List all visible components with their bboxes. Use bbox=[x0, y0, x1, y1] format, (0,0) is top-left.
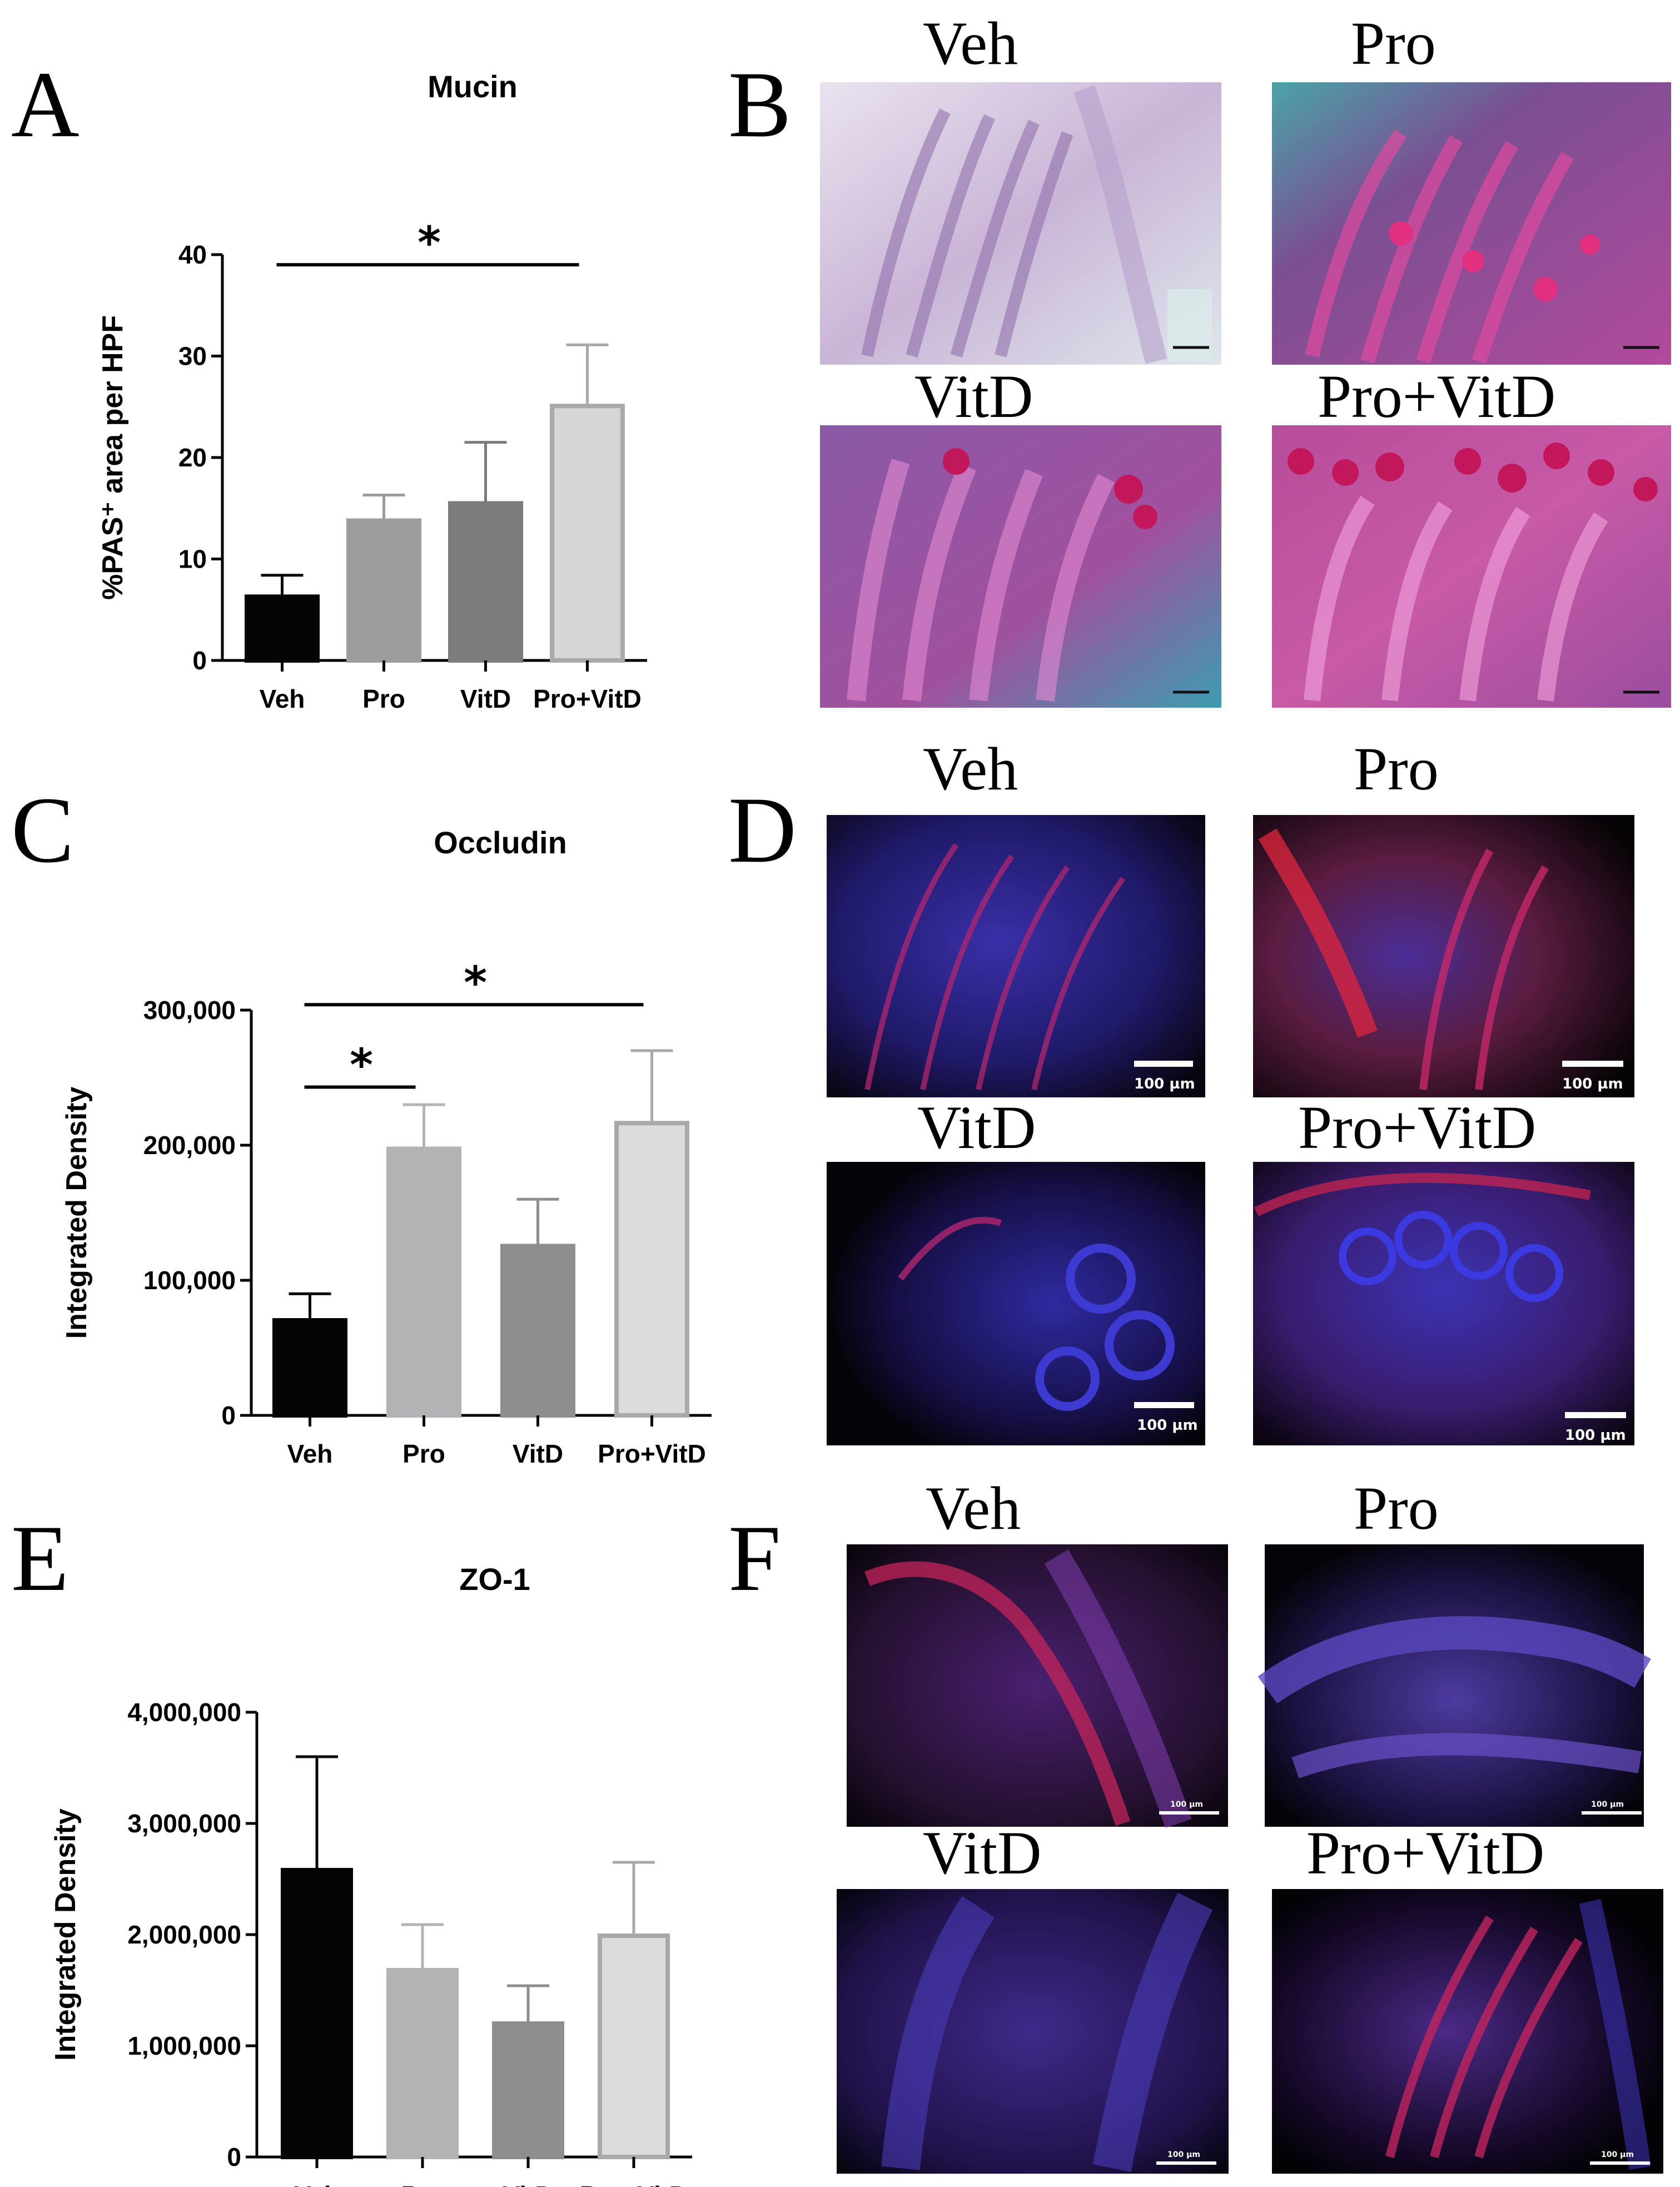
significance-star: * bbox=[417, 217, 441, 269]
panel-d-label-veh: Veh bbox=[923, 735, 1018, 803]
if-zo1-pro: 100 µm bbox=[1257, 1544, 1651, 1827]
if-occludin-pro: 100 µm bbox=[1253, 815, 1634, 1097]
bar bbox=[281, 1868, 353, 2159]
y-tick-label: 100,000 bbox=[143, 1266, 236, 1295]
x-tick-label: VitD bbox=[460, 684, 511, 713]
y-tick-label: 30 bbox=[178, 342, 207, 371]
x-tick-label: Pro+VitD bbox=[533, 684, 642, 713]
x-tick-label: Pro bbox=[402, 1439, 445, 1468]
panel-letter-e: E bbox=[11, 1506, 69, 1611]
if-occludin-provitd: 100 µm bbox=[1253, 1162, 1634, 1445]
y-axis-label: Integrated Density bbox=[49, 1808, 82, 2061]
y-tick-label: 20 bbox=[178, 443, 207, 472]
occludin-bar-chart: Occludin 0 100,000 200,000 300,000 Integrated… bbox=[61, 825, 712, 1468]
y-tick-label: 300,000 bbox=[143, 996, 236, 1025]
bar bbox=[245, 594, 320, 663]
panel-d-images: Veh Pro VitD Pro+VitD 100 µm 100 µm 100 … bbox=[827, 735, 1634, 1445]
panel-b-label-vitd: VitD bbox=[914, 362, 1033, 430]
bar bbox=[346, 518, 421, 663]
scale-bar-label: 100 µm bbox=[1167, 2150, 1200, 2159]
pas-image-pro bbox=[1272, 82, 1671, 365]
bar bbox=[272, 1318, 347, 1418]
x-tick-label: Pro+VitD bbox=[598, 1439, 706, 1468]
panel-d-label-pro: Pro bbox=[1354, 735, 1439, 803]
y-tick-label: 10 bbox=[178, 545, 207, 574]
significance-star: * bbox=[464, 957, 487, 1008]
panel-b-images: Veh Pro VitD Pro+VitD bbox=[820, 9, 1671, 708]
y-tick-label: 0 bbox=[227, 2143, 241, 2171]
y-tick-label: 0 bbox=[192, 646, 207, 675]
bar bbox=[500, 1244, 575, 1418]
if-zo1-vitd: 100 µm bbox=[837, 1889, 1229, 2174]
mucin-bar-chart: Mucin 0 10 20 30 40 %PAS⁺ area per HPF Veh Pro Vi… bbox=[97, 69, 647, 713]
bar bbox=[386, 1146, 461, 1418]
bar bbox=[492, 2021, 564, 2159]
x-tick-label: Veh bbox=[287, 1439, 333, 1468]
scale-bar-label: 100 µm bbox=[1565, 1427, 1626, 1444]
y-tick-label: 40 bbox=[178, 240, 207, 269]
panel-f-images: Veh Pro VitD Pro+VitD 100 µm 100 µm 100 … bbox=[837, 1474, 1663, 2174]
panel-letter-c: C bbox=[11, 778, 74, 882]
scale-bar-label: 100 µm bbox=[1601, 2150, 1634, 2159]
scale-bar-label: 100 µm bbox=[1591, 1800, 1624, 1809]
panel-letter-d: D bbox=[728, 778, 797, 882]
chart-title: Mucin bbox=[428, 69, 518, 104]
bar bbox=[386, 1968, 459, 2159]
x-tick-label: Pro bbox=[362, 684, 405, 713]
x-tick-label: VitD bbox=[513, 1439, 563, 1468]
y-tick-label: 1,000,000 bbox=[127, 2031, 241, 2060]
if-zo1-veh: 100 µm bbox=[847, 1544, 1228, 1828]
x-tick-label: Veh bbox=[294, 2181, 340, 2187]
panel-f-label-pro: Pro bbox=[1354, 1474, 1439, 1542]
y-tick-label: 0 bbox=[221, 1401, 236, 1430]
panel-d-label-provitd: Pro+VitD bbox=[1298, 1094, 1536, 1161]
panel-b-label-provitd: Pro+VitD bbox=[1318, 362, 1555, 430]
panel-letter-a: A bbox=[11, 52, 79, 157]
bar bbox=[448, 501, 523, 663]
scale-bar-label: 100 µm bbox=[1562, 1076, 1623, 1092]
bar bbox=[614, 1121, 689, 1418]
bar bbox=[598, 1933, 670, 2159]
y-axis-label: %PAS⁺ area per HPF bbox=[97, 315, 129, 600]
scale-bar-label: 100 µm bbox=[1134, 1076, 1195, 1092]
zo1-bar-chart: ZO-1 0 1,000,000 2,000,000 3,000,000 4,000,00… bbox=[49, 1562, 692, 2187]
scale-bar-label: 100 µm bbox=[1137, 1417, 1198, 1434]
panel-letter-b: B bbox=[728, 52, 791, 157]
panel-b-label-veh: Veh bbox=[923, 9, 1018, 77]
panel-f-label-provitd: Pro+VitD bbox=[1306, 1819, 1544, 1887]
panel-d-label-vitd: VitD bbox=[917, 1094, 1036, 1161]
scale-bar-label: 100 µm bbox=[1170, 1800, 1203, 1809]
panel-f-label-veh: Veh bbox=[926, 1474, 1021, 1542]
y-tick-label: 2,000,000 bbox=[127, 1920, 241, 1949]
if-occludin-vitd: 100 µm bbox=[827, 1162, 1205, 1445]
pas-image-veh bbox=[820, 82, 1221, 365]
y-tick-label: 4,000,000 bbox=[127, 1698, 241, 1727]
chart-title: Occludin bbox=[434, 825, 567, 860]
bar bbox=[550, 404, 625, 663]
significance-star: * bbox=[350, 1040, 373, 1091]
if-zo1-provitd: 100 µm bbox=[1272, 1889, 1663, 2174]
y-axis-label: Integrated Density bbox=[61, 1087, 93, 1339]
chart-title: ZO-1 bbox=[459, 1562, 530, 1597]
y-tick-label: 3,000,000 bbox=[127, 1809, 241, 1838]
pas-image-provitd bbox=[1272, 425, 1671, 708]
x-tick-label: Pro+VitD bbox=[580, 2181, 688, 2187]
x-tick-label: VitD bbox=[503, 2181, 553, 2187]
x-tick-label: Pro bbox=[401, 2181, 444, 2187]
if-occludin-veh: 100 µm bbox=[827, 815, 1205, 1097]
x-tick-label: Veh bbox=[260, 684, 305, 713]
pas-image-vitd bbox=[820, 425, 1221, 708]
panel-b-label-pro: Pro bbox=[1351, 9, 1436, 77]
y-tick-label: 200,000 bbox=[143, 1131, 236, 1160]
panel-letter-f: F bbox=[728, 1506, 781, 1611]
panel-f-label-vitd: VitD bbox=[923, 1819, 1041, 1887]
